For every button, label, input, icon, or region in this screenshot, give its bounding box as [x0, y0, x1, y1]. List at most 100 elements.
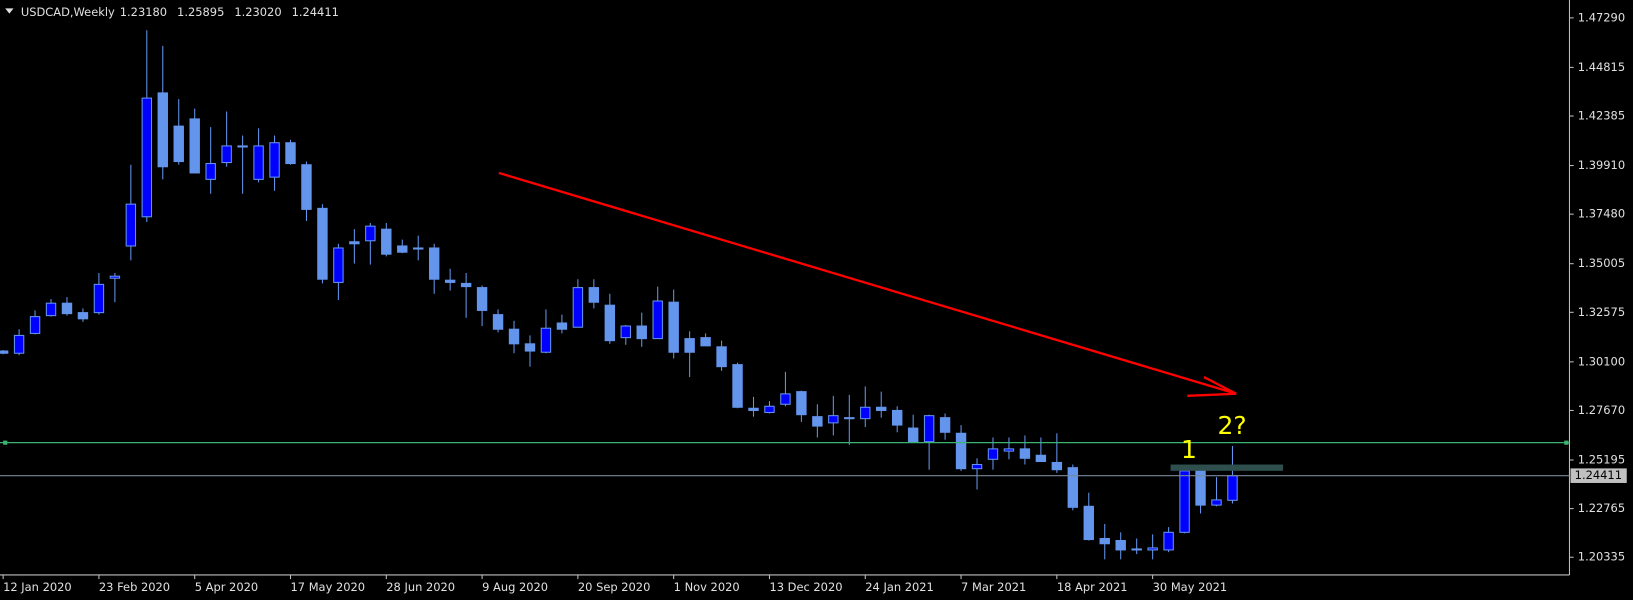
candle-body [253, 145, 264, 180]
candle-body [1051, 461, 1063, 471]
header-high: 1.25895 [177, 5, 224, 19]
candle-body [556, 322, 568, 330]
bid-label-box [1570, 468, 1627, 483]
candle-body [77, 312, 89, 320]
candle-body [413, 247, 424, 250]
candle-body [428, 247, 440, 280]
candle-body [1115, 540, 1126, 551]
bid-label: 1.24411 [1575, 468, 1622, 482]
candle-body [157, 92, 168, 168]
candle-body [1227, 475, 1238, 501]
header-low: 1.23020 [234, 5, 281, 19]
candle-body [109, 275, 121, 279]
candle-body [1035, 454, 1047, 463]
candle-body [61, 302, 73, 315]
x-tick-label: 1 Nov 2020 [674, 580, 740, 594]
candle-body [1195, 470, 1206, 506]
menu-triangle[interactable] [5, 8, 14, 14]
candle-body [125, 203, 137, 247]
candle-body [572, 287, 584, 328]
x-tick-label: 23 Feb 2020 [99, 580, 170, 594]
y-tick-label: 1.20335 [1578, 550, 1625, 564]
candle-body [205, 163, 216, 180]
candle-body [29, 316, 41, 334]
candle-body [1211, 499, 1222, 506]
candle-body [1163, 531, 1174, 551]
candle-body [955, 432, 967, 470]
x-tick-label: 18 Apr 2021 [1057, 580, 1128, 594]
trend-arrow [498, 171, 1237, 395]
candle-body [0, 350, 9, 354]
y-tick-label: 1.42385 [1578, 109, 1625, 123]
candle-body [317, 207, 328, 280]
candle-body [460, 282, 472, 288]
y-tick-label: 1.25195 [1578, 452, 1625, 466]
x-tick-label: 13 Dec 2020 [769, 580, 842, 594]
x-tick-label: 20 Sep 2020 [578, 580, 651, 594]
candle-body [923, 415, 935, 443]
arrow-head [1203, 376, 1237, 395]
candle-body [524, 343, 536, 352]
candle-body [732, 364, 743, 408]
x-tick-label: 7 Mar 2021 [961, 580, 1026, 594]
candle-body [1147, 547, 1158, 551]
candle-body [444, 279, 456, 283]
candle-body [349, 241, 360, 245]
candle-body [828, 415, 839, 424]
y-tick-label: 1.37480 [1578, 207, 1625, 221]
candle-body [860, 406, 871, 420]
x-tick-label: 12 Jan 2020 [3, 580, 72, 594]
candle-body [1099, 538, 1110, 545]
candle-body [796, 391, 807, 416]
candle-body [700, 337, 711, 347]
x-tick-label: 5 Apr 2020 [195, 580, 258, 594]
candle-body [285, 142, 296, 165]
candle-body [141, 97, 153, 218]
candle-body [221, 145, 232, 164]
candle-body [1179, 470, 1190, 533]
y-tick-label: 1.35005 [1578, 256, 1625, 270]
candle-body [844, 417, 855, 420]
x-tick-label: 28 Jun 2020 [386, 580, 455, 594]
resistance-zone [1170, 464, 1284, 471]
candle-body [13, 334, 25, 354]
candle-body [397, 245, 408, 253]
candle-body [891, 409, 903, 426]
candle-body [301, 164, 312, 210]
candle-body [620, 325, 631, 339]
candle-body [812, 416, 823, 427]
candle-body [780, 393, 791, 405]
x-tick-label: 9 Aug 2020 [482, 580, 548, 594]
candle-body [652, 300, 663, 340]
x-tick-label: 30 May 2021 [1153, 580, 1228, 594]
candle-body [668, 301, 679, 353]
header-open: 1.23180 [120, 5, 167, 19]
annotation: 1 [1181, 435, 1197, 464]
candle-body [907, 427, 919, 443]
y-tick-label: 1.27670 [1578, 403, 1625, 417]
candle-body [987, 448, 999, 460]
candle-body [876, 406, 887, 411]
candle-body [333, 247, 344, 283]
candle-body [476, 287, 488, 311]
annotation: 2? [1217, 411, 1246, 440]
candle-body [636, 325, 647, 340]
candle-body [93, 283, 105, 314]
y-tick-label: 1.44815 [1578, 60, 1625, 74]
candle-body [237, 145, 248, 148]
candle-body [604, 304, 616, 342]
candle-body [492, 314, 504, 330]
x-tick-label: 17 May 2020 [291, 580, 366, 594]
candle-body [269, 142, 280, 178]
plot-area [0, 30, 1238, 560]
candle-body [1019, 448, 1031, 459]
candle-body [173, 125, 184, 163]
x-tick-label: 24 Jan 2021 [865, 580, 934, 594]
arrow-head [1187, 392, 1237, 397]
candle-body [1003, 448, 1015, 452]
candle-body [381, 228, 392, 255]
level-handle [1564, 440, 1569, 445]
